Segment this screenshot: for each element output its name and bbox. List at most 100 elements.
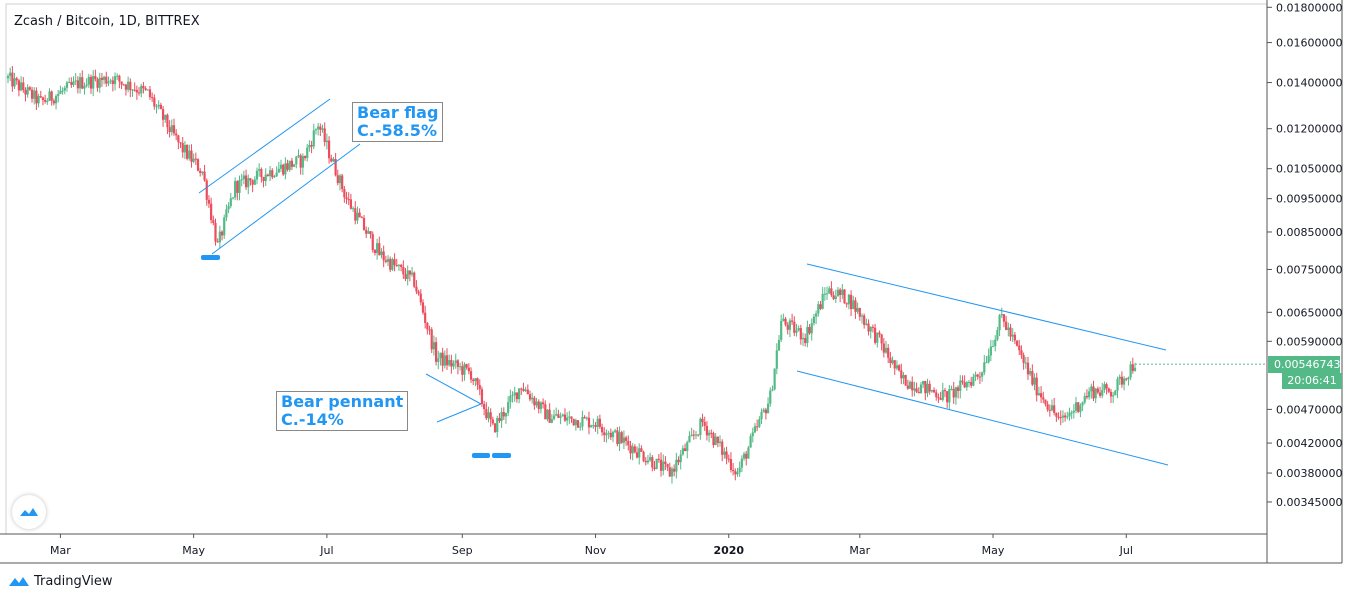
candle-body: [240, 179, 243, 181]
candle-body: [362, 217, 366, 230]
candle-body: [351, 208, 355, 210]
candle-body: [448, 360, 451, 366]
candle-body: [498, 418, 501, 421]
candle-body: [26, 87, 29, 95]
candle-body: [310, 145, 313, 147]
candle-body: [1120, 376, 1123, 385]
candle-body: [642, 451, 645, 461]
channel-lower-line: [796, 370, 1169, 466]
footer-brand[interactable]: TradingView: [8, 572, 113, 590]
candle-body: [463, 364, 466, 375]
tradingview-logo-button[interactable]: [12, 495, 46, 529]
candle-body: [9, 72, 12, 76]
candle-body: [1098, 392, 1102, 396]
x-tick-label: Nov: [585, 544, 607, 557]
candle-body: [736, 472, 739, 475]
channel-upper-line: [806, 263, 1167, 351]
candle-body: [148, 89, 152, 98]
candle-body: [461, 366, 464, 375]
candle-body: [13, 78, 16, 87]
candle-body: [843, 289, 846, 304]
candle-body: [181, 143, 184, 153]
candle-body: [535, 401, 538, 406]
candle-body: [600, 426, 604, 433]
candle-body: [397, 264, 401, 266]
candle-body: [952, 388, 955, 398]
candle-body: [391, 259, 394, 270]
candle-body: [657, 458, 660, 460]
y-tick-label: 0.00345000: [1276, 496, 1342, 509]
candle-body: [677, 459, 680, 463]
candle-body: [528, 394, 532, 400]
candle-body: [347, 199, 350, 201]
bear-pennant-upper-line: [425, 373, 482, 405]
candle-body: [517, 388, 521, 400]
candle-body: [161, 109, 165, 120]
candle-body: [266, 174, 270, 177]
candle-body: [1039, 393, 1043, 398]
candle-body: [507, 402, 510, 413]
candle-body: [96, 79, 99, 88]
candle-body: [594, 425, 597, 427]
candle-body: [614, 430, 617, 432]
candle-body: [1059, 417, 1062, 419]
candle-body: [151, 97, 154, 99]
candle-body: [880, 334, 883, 344]
candle-body: [539, 402, 543, 409]
candle-body: [1035, 377, 1038, 396]
tradingview-cloud-icon: [20, 508, 38, 516]
candle-body: [1112, 395, 1115, 397]
candle-body: [371, 234, 374, 251]
candle-body: [306, 147, 309, 159]
candle-body: [192, 158, 195, 162]
candle-body: [587, 417, 591, 428]
candle-body: [860, 315, 864, 317]
candle-body: [367, 231, 370, 234]
candle-body: [382, 251, 385, 261]
candle-body: [662, 461, 665, 471]
candle-body: [978, 376, 982, 378]
candle-body: [1046, 404, 1049, 410]
candle-body: [590, 425, 593, 428]
candle-body: [570, 416, 573, 419]
candle-body: [692, 434, 695, 436]
candle-body: [244, 175, 248, 188]
candle-body: [913, 388, 916, 391]
candle-body: [823, 293, 826, 295]
candle-body: [941, 390, 944, 400]
candle-body: [1009, 327, 1012, 337]
candle-body: [810, 323, 813, 334]
bear-flag-lower-line: [211, 143, 361, 255]
candle-body: [210, 203, 213, 221]
candle-body: [871, 326, 875, 328]
candle-body: [1053, 405, 1056, 413]
bear-pennant-annotation[interactable]: Bear pennant C.-14%: [276, 391, 409, 431]
candle-body: [1125, 378, 1128, 380]
candle-body: [485, 408, 488, 419]
candle-body: [234, 181, 237, 198]
candle-body: [797, 328, 800, 331]
candle-body: [30, 89, 34, 99]
candle-body: [332, 159, 335, 162]
candle-body: [439, 352, 442, 359]
candle-body: [236, 181, 239, 193]
candle-body: [878, 332, 881, 335]
bear-flag-annotation[interactable]: Bear flag C.-58.5%: [352, 102, 444, 142]
candle-body: [548, 409, 551, 423]
candle-body: [1011, 334, 1014, 337]
candle-body: [282, 164, 285, 175]
candle-body: [712, 433, 715, 445]
candle-body: [815, 313, 818, 317]
candle-body: [782, 318, 785, 322]
candle-body: [489, 412, 492, 420]
candle-body: [1013, 334, 1016, 341]
candle-body: [1103, 384, 1106, 390]
x-tick-label: Mar: [849, 544, 870, 557]
candle-body: [146, 89, 149, 91]
candle-body: [727, 458, 730, 460]
candle-body: [806, 327, 809, 344]
candle-body: [542, 402, 545, 405]
candle-body: [389, 258, 392, 270]
candle-body: [786, 324, 789, 330]
